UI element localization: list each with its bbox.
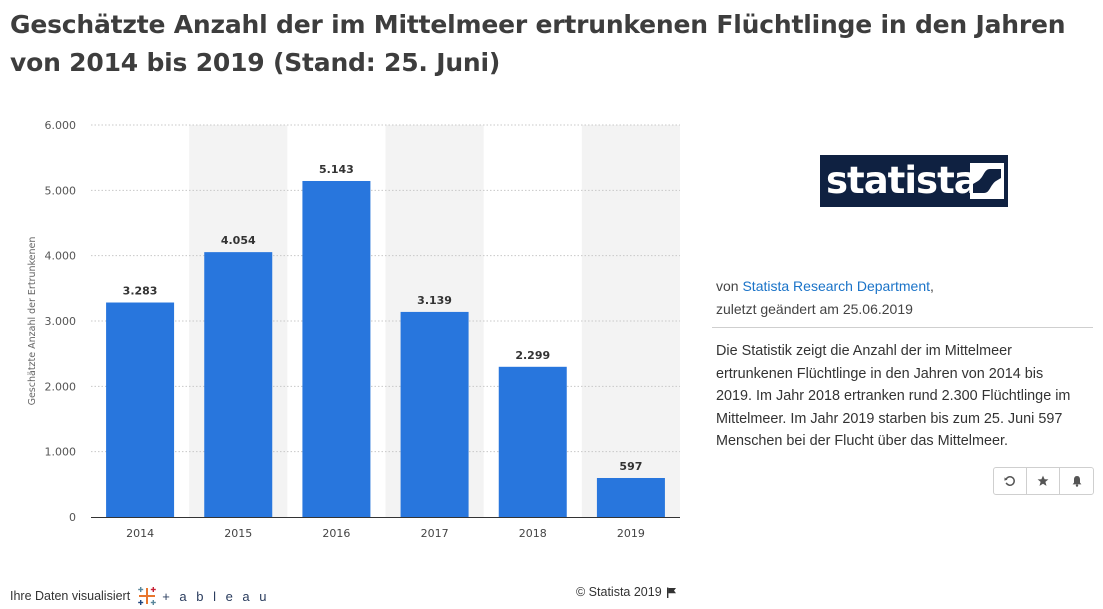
author-link[interactable]: Statista Research Department: [742, 278, 930, 294]
y-tick-label: 5.000: [45, 184, 77, 197]
y-tick-label: 2.000: [45, 380, 77, 393]
bell-icon: [1072, 476, 1081, 487]
data-label: 597: [619, 460, 642, 473]
x-tick-label: 2015: [224, 527, 252, 540]
source-meta: von Statista Research Department, zuletz…: [716, 275, 1096, 321]
x-tick-label: 2016: [322, 527, 350, 540]
data-label: 2.299: [515, 349, 550, 362]
statista-logo[interactable]: statista: [820, 155, 1008, 207]
data-label: 4.054: [221, 234, 256, 247]
bar-2017: [400, 311, 469, 517]
last-changed: zuletzt geändert am 25.06.2019: [716, 301, 913, 317]
bar-2019: [596, 477, 665, 517]
bar-2016: [302, 180, 371, 517]
copyright[interactable]: © Statista 2019: [576, 585, 677, 599]
star-icon: [1037, 475, 1049, 486]
x-tick-label: 2018: [519, 527, 547, 540]
y-tick-label: 4.000: [45, 250, 77, 263]
flag-icon: [666, 587, 676, 598]
chart-title: Geschätzte Anzahl der im Mittelmeer ertr…: [10, 10, 1066, 77]
divider: [712, 327, 1093, 328]
bar-2018: [498, 366, 567, 517]
author-line: von Statista Research Department,: [716, 278, 934, 294]
description: Die Statistik zeigt die Anzahl der im Mi…: [716, 343, 1071, 449]
y-tick-label: 6.000: [45, 119, 77, 132]
x-tick-label: 2014: [126, 527, 154, 540]
data-label: 3.139: [417, 294, 452, 307]
action-buttons: [993, 467, 1094, 495]
history-icon: [1004, 476, 1015, 486]
bar-2015: [204, 252, 273, 517]
tableau-wordmark: + a b l e a u: [162, 588, 270, 604]
notify-button[interactable]: [1060, 468, 1093, 494]
favorite-button[interactable]: [1027, 468, 1060, 494]
y-axis-label: Geschätzte Anzahl der Ertrunkenen: [27, 237, 38, 406]
data-label: 3.283: [123, 285, 158, 298]
bar-chart: 0 1.000 2.000 3.000 4.000 5.000 6.000 3.283 2014…: [27, 119, 680, 540]
tableau-cross-icon: [138, 587, 157, 605]
statista-mark-icon: [970, 163, 1004, 199]
bar-2014: [106, 302, 175, 517]
data-label: 5.143: [319, 163, 354, 176]
y-tick-label: 1.000: [45, 446, 77, 459]
history-button[interactable]: [994, 468, 1027, 494]
tableau-credit[interactable]: Ihre Daten visualisiert + a b l e a u: [10, 585, 270, 607]
logo-wordmark: statista: [826, 159, 979, 202]
tableau-logo: + a b l e a u: [136, 585, 269, 607]
x-tick-label: 2019: [617, 527, 645, 540]
y-tick-label: 0: [69, 511, 76, 524]
copyright-text: © Statista 2019: [576, 585, 662, 599]
y-tick-label: 3.000: [45, 315, 77, 328]
x-tick-label: 2017: [421, 527, 449, 540]
tableau-credit-text: Ihre Daten visualisiert: [10, 589, 131, 603]
